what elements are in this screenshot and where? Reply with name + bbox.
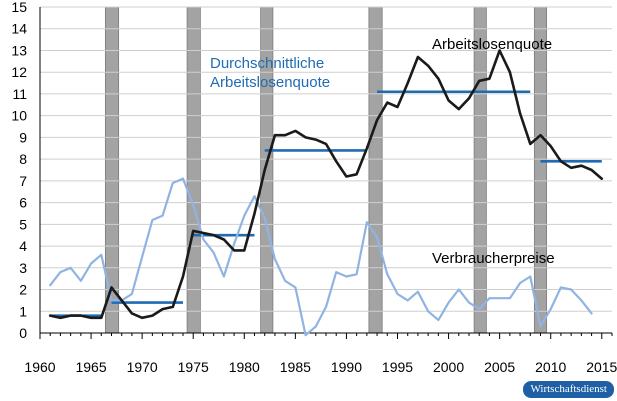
x-tick-label: 2010	[535, 359, 566, 375]
y-tick-label: 11	[12, 86, 27, 102]
recession-band-4	[368, 6, 383, 334]
x-tick-label: 1980	[229, 359, 260, 375]
y-tick-label: 1	[19, 303, 27, 319]
y-tick-label: 3	[19, 260, 27, 276]
y-tick-label: 7	[19, 173, 27, 189]
y-tick-label: 14	[11, 21, 27, 37]
y-tick-label: 9	[19, 129, 27, 145]
y-tick-label: 5	[19, 216, 27, 232]
y-tick-label: 15	[11, 0, 27, 15]
recession-bands	[104, 6, 548, 334]
y-tick-label: 6	[19, 195, 27, 211]
y-tick-label: 8	[19, 151, 27, 167]
y-tick-label: 0	[19, 325, 27, 341]
recession-band-6	[533, 6, 548, 334]
x-tick-label: 1965	[75, 359, 106, 375]
series-line-verbraucherpreise	[49, 177, 593, 337]
annotation-average-line1: Durchschnittliche	[210, 55, 324, 72]
x-tick-label: 2005	[484, 359, 515, 375]
x-tick-label: 2015	[586, 359, 617, 375]
y-tick-label: 2	[19, 282, 27, 298]
annotation-average-line2: Arbeitslosenquote	[210, 74, 330, 91]
annotation-inflation: Verbraucherpreise	[432, 250, 555, 267]
average-segments	[50, 90, 602, 317]
x-tick-label: 1995	[382, 359, 413, 375]
source-badge: Wirtschaftsdienst	[523, 381, 614, 398]
x-tick-label: 1975	[178, 359, 209, 375]
y-tick-label: 4	[19, 238, 27, 254]
x-tick-label: 1960	[24, 359, 55, 375]
axes	[39, 7, 613, 339]
x-tick-label: 1985	[280, 359, 311, 375]
recession-band-5	[473, 6, 487, 334]
series-lines	[48, 49, 604, 337]
x-tick-label: 1970	[127, 359, 158, 375]
annotation-unemployment: Arbeitslosenquote	[432, 36, 552, 53]
y-tick-label: 13	[11, 42, 27, 58]
x-tick-label: 1990	[331, 359, 362, 375]
recession-band-2	[186, 6, 201, 334]
grid-lines	[40, 6, 612, 312]
y-tick-label: 12	[11, 64, 27, 80]
series-line-arbeitslosenquote	[48, 49, 604, 320]
y-tick-label: 10	[11, 108, 27, 124]
x-tick-label: 2000	[433, 359, 464, 375]
